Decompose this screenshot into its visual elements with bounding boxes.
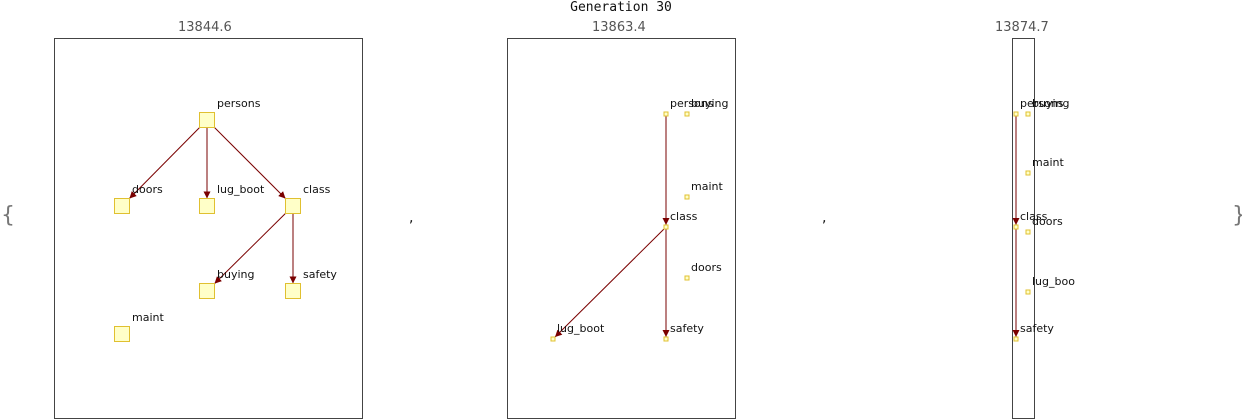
node-class [663,224,669,230]
node-label-class: class [670,210,698,223]
node-label-buying: buying [691,97,728,110]
node-label-lug_boo: lug_boo [1032,275,1075,288]
node-lug_boo [1025,289,1031,295]
node-buying [199,283,215,299]
edge-class-to-lug_boot [554,228,665,338]
generation-title: Generation 30 [570,0,672,15]
node-maint [114,326,130,342]
node-lug_boot [550,336,556,342]
node-safety [663,336,669,342]
open-brace: { [1,203,15,228]
node-buying [1025,111,1031,117]
panel-frame [507,38,736,419]
node-label-maint: maint [1032,156,1064,169]
edge-persons-to-doors [129,127,200,199]
node-class [1013,224,1019,230]
graph-panel-1: persons doors lug_boot class buying safety mai… [54,38,363,419]
node-label-doors: doors [132,183,163,196]
node-doors [684,275,690,281]
node-safety [285,283,301,299]
node-label-safety: safety [670,322,704,335]
node-label-safety: safety [1020,322,1054,335]
node-label-maint: maint [132,311,164,324]
panel-frame [54,38,363,419]
panel-1-score: 13844.6 [178,20,232,35]
panel-3-score: 13874.7 [995,20,1049,35]
node-label-doors: doors [691,261,722,274]
node-persons [663,111,669,117]
node-label-class: class [303,183,331,196]
node-label-persons: persons [670,97,714,110]
node-doors [1025,229,1031,235]
node-persons [1013,111,1019,117]
node-label-persons: persons [217,97,261,110]
edge-persons-to-class [214,127,286,199]
node-label-safety: safety [303,268,337,281]
separator-comma-1: , [409,210,414,226]
node-class [285,198,301,214]
node-label-maint: maint [691,180,723,193]
node-label-class: class [1020,210,1048,223]
node-label-buying: buying [1032,97,1069,110]
node-label-doors: doors [1032,215,1063,228]
panel-2-score: 13863.4 [592,20,646,35]
node-label-lug_boot: lug_boot [557,322,605,335]
close-brace: } [1232,203,1242,228]
edge-class-to-buying [214,213,286,284]
separator-comma-2: , [822,210,827,226]
node-label-buying: buying [217,268,254,281]
node-safety [1013,336,1019,342]
node-doors [114,198,130,214]
node-lug_boot [199,198,215,214]
node-persons [199,112,215,128]
node-maint [1025,170,1031,176]
node-label-lug_boot: lug_boot [217,183,265,196]
panel-frame [1012,38,1035,419]
node-label-persons: persons [1020,97,1064,110]
node-buying [684,111,690,117]
node-maint [684,194,690,200]
